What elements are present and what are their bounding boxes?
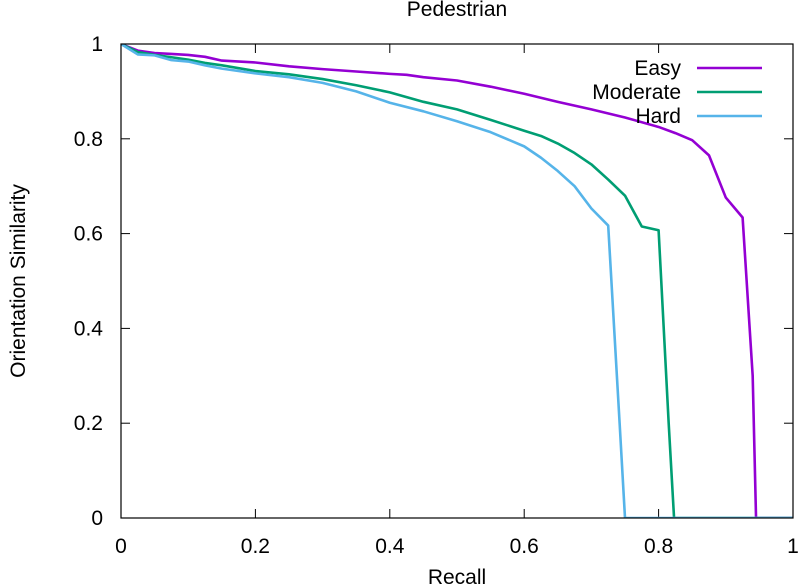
- y-tick-label: 1: [91, 33, 103, 56]
- legend-label-moderate: Moderate: [592, 81, 681, 104]
- y-tick-label: 0.6: [74, 223, 103, 246]
- series-lines: [121, 44, 793, 518]
- series-line-hard: [121, 44, 793, 518]
- y-axis-title: Orientation Similarity: [7, 184, 30, 378]
- series-line-moderate: [121, 44, 793, 518]
- x-tick-label: 0.6: [510, 535, 539, 558]
- legend-label-hard: Hard: [635, 105, 681, 128]
- y-tick-label: 0: [91, 507, 103, 530]
- x-tick-label: 0: [115, 535, 127, 558]
- axis-ticks: [120, 43, 794, 519]
- x-tick-label: 1: [787, 535, 799, 558]
- x-tick-label: 0.8: [644, 535, 673, 558]
- x-axis-title: Recall: [428, 566, 486, 586]
- plot-frame: [120, 43, 794, 519]
- x-tick-label: 0.2: [241, 535, 270, 558]
- y-tick-label: 0.2: [74, 412, 103, 435]
- y-tick-label: 0.4: [74, 317, 104, 340]
- x-tick-label: 0.4: [375, 535, 405, 558]
- tick-labels: 0 0.2 0.4 0.6 0.8 1 0 0.2 0.4 0.6 0.8 1: [74, 33, 799, 558]
- y-tick-label: 0.8: [74, 128, 103, 151]
- legend-label-easy: Easy: [634, 57, 681, 80]
- chart-title: Pedestrian: [407, 0, 507, 21]
- series-line-easy: [121, 44, 793, 518]
